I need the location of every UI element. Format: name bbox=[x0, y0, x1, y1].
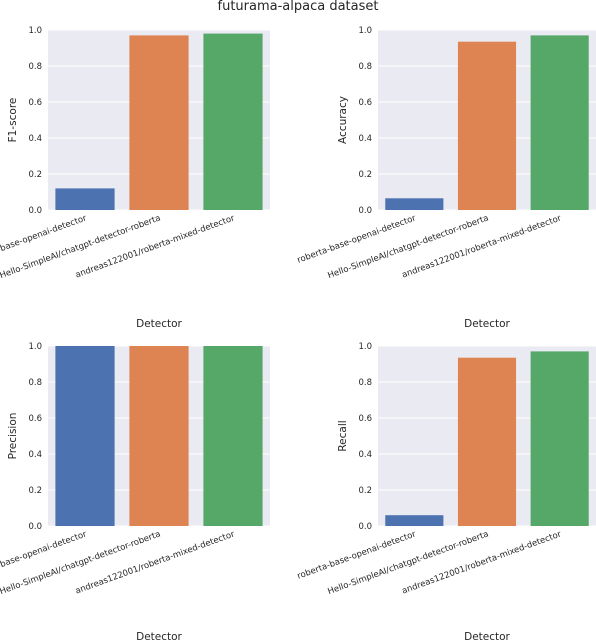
y-tick-label: 0.2 bbox=[358, 170, 372, 180]
chart-panel-accuracy: 0.0 0.2 0.4 0.6 0.8 1.0 roberta-base-openai-de… bbox=[296, 26, 596, 330]
x-tick-label: roberta-base-openai-detector bbox=[296, 213, 418, 265]
chart-panel-precision: 0.00.20.40.60.81.0roberta-base-openai-de… bbox=[0, 342, 270, 643]
bar-1 bbox=[55, 188, 115, 210]
bar-3 bbox=[530, 35, 589, 210]
bar-2 bbox=[129, 35, 189, 210]
y-tick-label: 0.2 bbox=[28, 170, 42, 180]
y-tick-label: 0.4 bbox=[28, 450, 42, 460]
y-tick-label: 1.0 bbox=[358, 342, 372, 352]
bar-2 bbox=[457, 357, 517, 526]
bar-3 bbox=[203, 33, 263, 210]
bar-1 bbox=[385, 198, 444, 210]
y-tick-label: 0.2 bbox=[358, 486, 372, 496]
y-tick-label: 0.6 bbox=[358, 414, 372, 424]
y-tick-label: 0.8 bbox=[28, 378, 42, 388]
y-tick-label: 0.8 bbox=[358, 378, 372, 388]
bar-2 bbox=[129, 346, 189, 526]
y-tick-label: 0.0 bbox=[358, 206, 372, 216]
y-axis-label: Precision bbox=[7, 413, 19, 460]
y-axis-label: Accuracy bbox=[337, 96, 349, 144]
x-axis-label: Detector bbox=[136, 318, 182, 330]
chart-panel-recall: 0.0 0.2 0.4 0.6 0.8 1.0 roberta-base-openai-de… bbox=[296, 342, 596, 643]
y-tick-label: 0.8 bbox=[28, 62, 42, 72]
y-tick-label: 1.0 bbox=[358, 26, 372, 36]
bar-3 bbox=[203, 346, 263, 526]
bar-1 bbox=[385, 515, 444, 526]
y-tick-label: 0.4 bbox=[358, 450, 372, 460]
y-axis-label: Recall bbox=[337, 420, 349, 451]
y-tick-label: 0.4 bbox=[28, 134, 42, 144]
y-tick-label: 0.8 bbox=[358, 62, 372, 72]
y-tick-label: 0.6 bbox=[28, 414, 42, 424]
x-tick-label: roberta-base-openai-detector bbox=[296, 529, 418, 581]
y-tick-label: 0.6 bbox=[28, 98, 42, 108]
x-axis-label: Detector bbox=[464, 631, 510, 643]
figure-title: futurama-alpaca dataset bbox=[217, 0, 379, 14]
y-axis-label: F1-score bbox=[7, 98, 19, 143]
y-tick-label: 0.0 bbox=[28, 206, 42, 216]
bar-2 bbox=[457, 41, 517, 210]
y-tick-label: 0.6 bbox=[358, 98, 372, 108]
bar-3 bbox=[530, 351, 589, 526]
y-tick-label: 0.0 bbox=[358, 522, 372, 532]
y-tick-label: 1.0 bbox=[28, 26, 42, 36]
x-axis-label: Detector bbox=[136, 631, 182, 643]
x-axis-label: Detector bbox=[464, 318, 510, 330]
y-tick-label: 1.0 bbox=[28, 342, 42, 352]
y-tick-label: 0.4 bbox=[358, 134, 372, 144]
bar-1 bbox=[55, 346, 115, 526]
y-tick-label: 0.2 bbox=[28, 486, 42, 496]
y-tick-label: 0.0 bbox=[28, 522, 42, 532]
chart-panel-f1-score: 0.00.20.40.60.81.0roberta-base-openai-de… bbox=[0, 26, 270, 330]
